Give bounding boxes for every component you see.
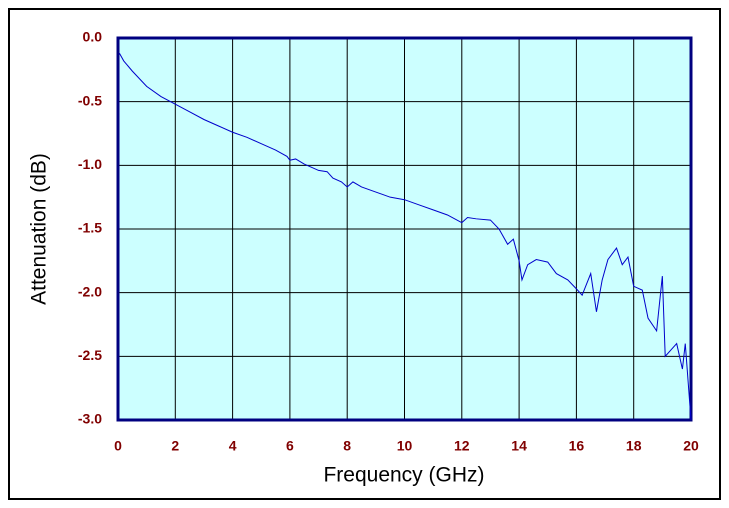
y-tick-label: -2.5 <box>78 347 102 363</box>
y-tick-label: -3.0 <box>78 411 102 427</box>
x-tick-label: 6 <box>286 438 294 454</box>
plot-frame <box>116 36 693 422</box>
x-tick-label: 14 <box>511 438 527 454</box>
x-tick-label: 12 <box>454 438 470 454</box>
y-tick-label: 0.0 <box>83 29 103 45</box>
x-tick-label: 16 <box>569 438 585 454</box>
x-tick-label: 18 <box>626 438 642 454</box>
x-tick-label: 2 <box>171 438 179 454</box>
y-tick-label: -0.5 <box>78 92 102 108</box>
x-tick-label: 0 <box>114 438 122 454</box>
y-axis-title: Attenuation (dB) <box>28 153 51 305</box>
x-tick-label: 8 <box>343 438 351 454</box>
y-tick-label: -1.5 <box>78 220 102 236</box>
y-tick-label: -1.0 <box>78 156 102 172</box>
x-tick-label: 20 <box>683 438 699 454</box>
y-tick-label: -2.0 <box>78 283 102 299</box>
x-tick-label: 10 <box>397 438 413 454</box>
x-tick-label: 4 <box>229 438 237 454</box>
data-line <box>118 53 692 421</box>
x-axis-title: Frequency (GHz) <box>323 464 484 487</box>
